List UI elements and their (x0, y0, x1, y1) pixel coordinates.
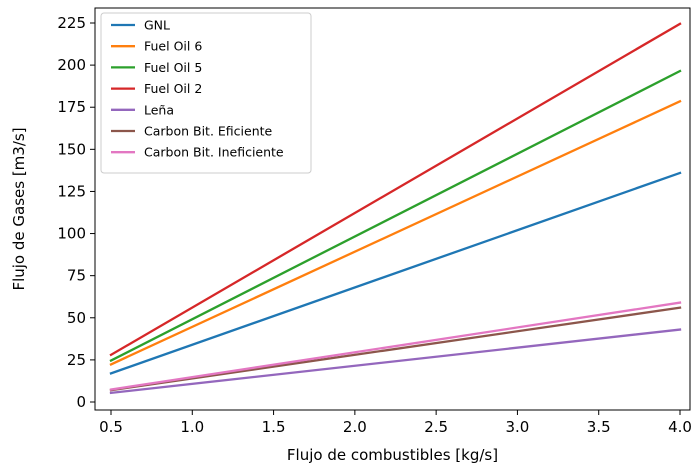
y-tick-label: 0 (76, 393, 86, 411)
legend-label-1: Fuel Oil 6 (144, 39, 202, 54)
series-line-0 (109, 171, 682, 375)
legend-label-3: Fuel Oil 2 (144, 81, 202, 96)
series-line-4 (109, 328, 682, 395)
x-tick-label: 4.0 (668, 418, 692, 436)
series-line-2 (109, 69, 682, 363)
y-tick-label: 225 (57, 14, 86, 32)
y-tick-label: 200 (57, 56, 86, 74)
series-line-3 (109, 22, 682, 357)
y-tick-label: 75 (67, 267, 86, 285)
y-tick-label: 175 (57, 98, 86, 116)
y-axis-ticks: 0 25 50 75 100 125 150 175 200 225 (57, 14, 95, 411)
x-axis-label: Flujo de combustibles [kg/s] (287, 446, 498, 464)
x-axis-ticks: 0.5 1.0 1.5 2.0 2.5 3.0 3.5 4.0 (99, 410, 692, 436)
series-line-6 (109, 301, 682, 391)
x-tick-label: 1.0 (180, 418, 204, 436)
x-tick-label: 1.5 (262, 418, 286, 436)
y-tick-label: 25 (67, 351, 86, 369)
y-tick-label: 150 (57, 140, 86, 158)
series-layer (109, 22, 682, 395)
legend: GNL Fuel Oil 6 Fuel Oil 5 Fuel Oil 2 Leña Car… (100, 12, 312, 174)
y-tick-label: 100 (57, 225, 86, 243)
series-line-1 (109, 99, 682, 366)
legend-label-5: Carbon Bit. Eficiente (144, 124, 273, 139)
x-tick-label: 2.5 (424, 418, 448, 436)
x-tick-label: 3.0 (505, 418, 529, 436)
x-tick-label: 2.0 (343, 418, 367, 436)
legend-label-6: Carbon Bit. Ineficiente (144, 145, 284, 160)
plot-frame (94, 7, 691, 411)
y-tick-label: 125 (57, 182, 86, 200)
x-tick-label: 3.5 (587, 418, 611, 436)
legend-box (100, 12, 312, 174)
series-line-5 (109, 306, 682, 392)
y-axis-label: Flujo de Gases [m3/s] (10, 127, 28, 290)
legend-label-4: Leña (144, 102, 174, 117)
legend-label-2: Fuel Oil 5 (144, 60, 202, 75)
legend-label-0: GNL (144, 18, 170, 33)
y-tick-label: 50 (67, 309, 86, 327)
x-tick-label: 0.5 (99, 418, 123, 436)
